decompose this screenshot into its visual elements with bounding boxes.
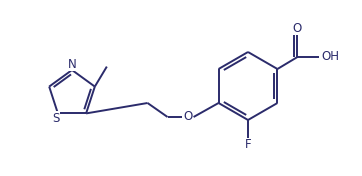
Text: O: O: [183, 111, 192, 124]
Text: F: F: [245, 139, 251, 152]
Text: OH: OH: [321, 51, 340, 64]
Text: O: O: [293, 21, 302, 34]
Text: N: N: [68, 58, 76, 71]
Text: S: S: [52, 112, 60, 125]
